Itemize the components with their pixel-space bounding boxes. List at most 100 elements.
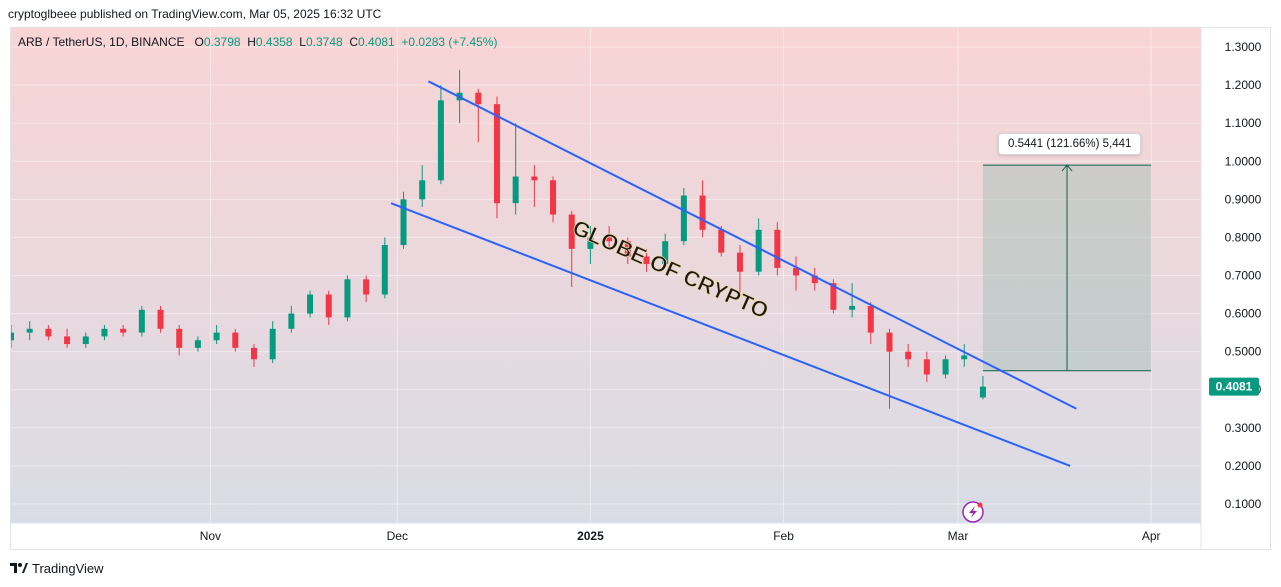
candle-body: [213, 332, 220, 341]
candle-body: [176, 328, 183, 348]
candle-body: [363, 279, 370, 295]
candle-body: [680, 195, 687, 242]
last-price-label: 0.4081: [1216, 380, 1253, 394]
candle-body: [531, 176, 538, 181]
candle-body: [755, 229, 762, 272]
candle-body: [774, 229, 781, 268]
candle-body: [381, 245, 388, 295]
candle-body: [11, 332, 14, 341]
candle-body: [344, 279, 351, 318]
footer-brand[interactable]: TradingView: [32, 561, 104, 576]
measure-label-box: 0.5441 (121.66%) 5,441: [998, 133, 1142, 155]
x-tick-label: 2025: [577, 529, 604, 543]
tradingview-logo-icon: [10, 561, 28, 576]
candle-body: [157, 309, 164, 329]
candle-body: [568, 214, 575, 249]
grid: [11, 28, 1202, 549]
y-tick-label: 1.3000: [1225, 40, 1262, 54]
candle-body: [45, 328, 52, 337]
trendlines[interactable]: [390, 80, 1077, 467]
candle-body: [905, 351, 912, 360]
candle-body: [606, 237, 613, 242]
last-price-box: [1209, 377, 1259, 396]
x-tick-label: Mar: [948, 529, 969, 543]
y-tick-label: 0.7000: [1225, 269, 1262, 283]
candle-body: [475, 92, 482, 105]
x-tick-label: Feb: [773, 529, 794, 543]
y-tick-label: 0.3000: [1225, 421, 1262, 435]
candle-body: [288, 313, 295, 329]
candle-body: [793, 267, 800, 276]
candle-body: [101, 328, 108, 337]
candle-body: [400, 199, 407, 246]
candle-body: [512, 176, 519, 204]
x-tick-label: Dec: [387, 529, 408, 543]
candle-body: [699, 195, 706, 230]
candle-body: [325, 294, 332, 318]
trendline: [427, 80, 1077, 410]
candle-body: [550, 180, 557, 215]
publisher-line: cryptoglbeee published on TradingView.co…: [8, 7, 382, 21]
legend-open-label: O: [194, 35, 204, 49]
y-axis[interactable]: 1.3000 1.2000 1.1000 1.0000 0.9000 0.8000 0.70…: [1225, 40, 1262, 511]
candle-body: [419, 180, 426, 200]
candle-body: [979, 386, 986, 398]
x-tick-label: Nov: [200, 529, 221, 543]
legend-high-value: 0.4358: [255, 35, 293, 49]
candle-body: [138, 309, 145, 333]
legend: ARB / TetherUS, 1D, BINANCE O0.3798 H0.4…: [18, 35, 497, 49]
last-price-badge: 0.4081: [1209, 377, 1259, 396]
x-tick-label: Apr: [1142, 529, 1161, 543]
candle-body: [643, 256, 650, 265]
legend-symbol: ARB / TetherUS, 1D, BINANCE: [18, 35, 185, 49]
candle-body: [811, 275, 818, 284]
trendline: [390, 202, 1071, 467]
candle-body: [849, 305, 856, 310]
candle-body: [718, 229, 725, 253]
y-tick-label: 0.9000: [1225, 192, 1262, 206]
y-tick-label: 1.0000: [1225, 154, 1262, 168]
x-axis[interactable]: Nov Dec 2025 Feb Mar Apr: [200, 529, 1161, 543]
candle-body: [437, 100, 444, 181]
legend-close-value: 0.4081: [358, 35, 395, 49]
lightning-icon[interactable]: [962, 501, 984, 523]
y-tick-label: 1.2000: [1225, 78, 1262, 92]
measure-arrow-head: [1061, 164, 1073, 172]
candle-body: [232, 332, 239, 348]
candle-body: [867, 305, 874, 333]
y-tick-label: 0.1000: [1225, 497, 1262, 511]
candle-body: [307, 294, 314, 314]
y-tick-label: 0.5000: [1225, 345, 1262, 359]
candlestick-chart[interactable]: GLOBE OF CRYPTO 1.30001.20001.10001.0000…: [11, 28, 1270, 549]
candle-body: [923, 359, 930, 375]
candle-body: [942, 359, 949, 375]
candle-body: [961, 355, 968, 360]
measure-label: 0.5441 (121.66%) 5,441: [1008, 138, 1132, 150]
legend-change: +0.0283 (+7.45%): [401, 35, 498, 49]
candle-body: [120, 328, 127, 333]
measure-tool[interactable]: [982, 164, 1152, 372]
candle-body: [662, 241, 669, 265]
candle-body: [587, 237, 594, 249]
candle-body: [269, 328, 276, 360]
legend-open-value: 0.3798: [203, 35, 241, 49]
y-tick-label: 1.1000: [1225, 116, 1262, 130]
legend-high-label: H: [247, 35, 256, 49]
candles: [11, 69, 986, 409]
y-tick-label: 0.6000: [1225, 307, 1262, 321]
candle-body: [493, 104, 500, 204]
chart-frame[interactable]: GLOBE OF CRYPTO 1.3000 1.2000 1.1000 1.0000…: [10, 27, 1271, 550]
candle-body: [82, 336, 89, 345]
legend-low-label: L: [299, 35, 306, 49]
candle-body: [624, 241, 631, 257]
legend-close-label: C: [349, 35, 359, 49]
y-tick-label: 0.2000: [1225, 459, 1262, 473]
candle-body: [886, 332, 893, 352]
candle-body: [830, 283, 837, 310]
candle-body: [64, 336, 71, 345]
footer: TradingView: [10, 561, 104, 576]
candle-body: [250, 347, 257, 360]
y-tick-label: 0.8000: [1225, 230, 1262, 244]
legend-low-value: 0.3748: [305, 35, 343, 49]
candle-body: [736, 252, 743, 272]
